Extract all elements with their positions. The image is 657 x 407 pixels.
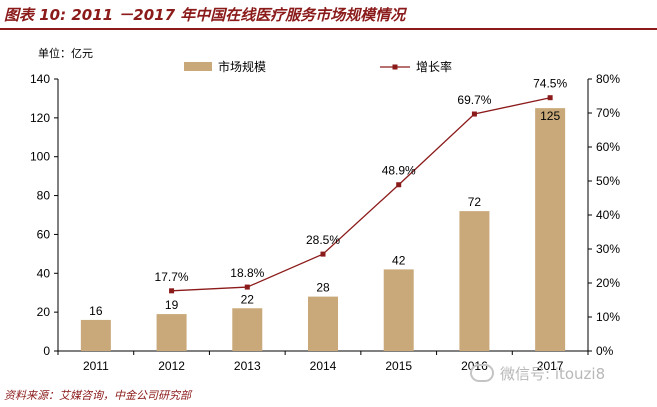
- bar: [535, 108, 566, 352]
- legend-label-line: 增长率: [416, 59, 452, 74]
- left-tick-label: 140: [30, 72, 50, 86]
- left-tick-label: 40: [37, 266, 51, 280]
- bar-value-label: 16: [89, 304, 103, 318]
- left-tick-label: 20: [37, 305, 51, 319]
- growth-point: [244, 284, 250, 290]
- left-tick-label: 100: [30, 150, 50, 164]
- bar: [232, 308, 263, 351]
- data-labels: 16 19 22 28 42 72 125 17.7% 18.8% 28.5% 48.9% 69.7%…: [89, 77, 567, 318]
- legend-swatch-bar: [184, 62, 212, 71]
- bar: [308, 296, 338, 351]
- growth-point: [547, 95, 553, 101]
- title-divider: [0, 28, 657, 30]
- x-tick-label: 2014: [310, 359, 337, 373]
- right-tick-label: 40%: [596, 208, 620, 222]
- bar-value-label: 28: [316, 281, 330, 295]
- left-tick-label: 120: [30, 111, 50, 125]
- growth-line: [169, 95, 553, 294]
- growth-value-label: 69.7%: [457, 93, 491, 107]
- right-tick-label: 10%: [596, 310, 620, 324]
- bars: [80, 108, 566, 352]
- right-tick-label: 20%: [596, 276, 620, 290]
- growth-point: [320, 251, 326, 257]
- bar-value-label: 72: [468, 195, 482, 209]
- wechat-icon: [470, 364, 494, 382]
- bar-value-label: 42: [392, 253, 406, 267]
- right-tick-label: 50%: [596, 174, 620, 188]
- x-tick-label: 2012: [158, 359, 185, 373]
- bar-value-label: 19: [165, 298, 179, 312]
- y-unit-label: 单位：亿元: [38, 46, 93, 60]
- watermark-text: 微信号: itouzi8: [500, 365, 606, 383]
- growth-point: [396, 182, 402, 188]
- legend-marker: [392, 64, 398, 70]
- legend: 市场规模 增长率: [184, 59, 452, 74]
- source-note: 资料来源：艾媒咨询，中金公司研究部: [4, 389, 191, 402]
- axes: 单位：亿元 0 20 40 60 80 100 120 140 0% 10% 20% 30% 40% 50%…: [30, 46, 620, 373]
- right-tick-label: 70%: [596, 106, 620, 120]
- bar: [156, 314, 187, 351]
- x-tick-label: 2017: [537, 359, 564, 373]
- left-tick-label: 60: [37, 227, 51, 241]
- growth-point: [169, 288, 175, 294]
- bar: [383, 269, 414, 351]
- x-tick-label: 2015: [385, 359, 412, 373]
- watermark: 微信号: itouzi8: [470, 363, 605, 384]
- growth-point: [471, 111, 477, 117]
- growth-value-label: 17.7%: [155, 270, 189, 284]
- growth-line-path: [171, 97, 551, 292]
- growth-value-label: 48.9%: [382, 164, 416, 178]
- growth-value-label: 18.8%: [230, 266, 264, 280]
- growth-value-label: 74.5%: [533, 77, 567, 91]
- right-tick-label: 60%: [596, 140, 620, 154]
- legend-label-bar: 市场规模: [218, 59, 266, 74]
- right-tick-label: 80%: [596, 72, 620, 86]
- bar-value-label: 22: [241, 292, 255, 306]
- growth-value-label: 28.5%: [306, 233, 340, 247]
- bar: [80, 319, 111, 351]
- bar: [459, 211, 490, 351]
- x-tick-label: 2013: [234, 359, 261, 373]
- right-tick-label: 0%: [596, 344, 614, 358]
- left-tick-label: 0: [43, 344, 50, 358]
- x-tick-label: 2011: [83, 359, 109, 373]
- right-tick-label: 30%: [596, 242, 620, 256]
- chart-title: 图表 10: 2011 －2017 年中国在线医疗服务市场规模情况: [4, 6, 406, 24]
- bar-value-label: 125: [540, 109, 560, 123]
- left-tick-label: 80: [37, 189, 51, 203]
